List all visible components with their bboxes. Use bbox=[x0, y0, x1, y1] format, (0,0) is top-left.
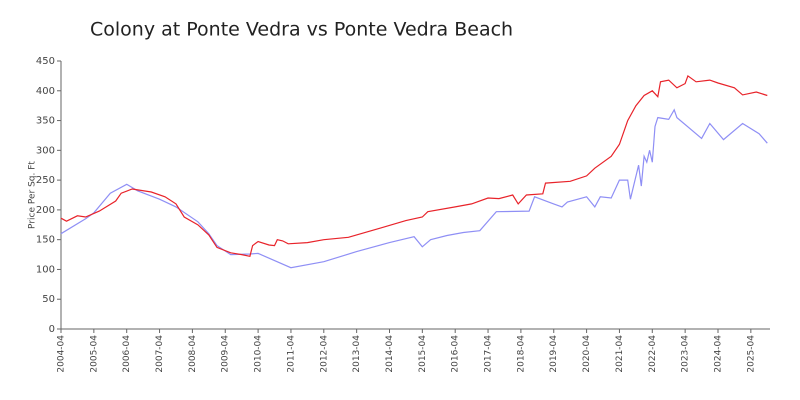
y-tick-label: 100 bbox=[36, 264, 55, 275]
y-tick-label: 50 bbox=[42, 294, 55, 305]
y-tick-label: 400 bbox=[36, 86, 55, 97]
y-tick-label: 300 bbox=[36, 145, 55, 156]
x-tick-label: 2015-04 bbox=[418, 335, 428, 373]
x-tick-label: 2004-04 bbox=[57, 335, 67, 373]
y-tick-label: 150 bbox=[36, 235, 55, 246]
line-series bbox=[60, 74, 768, 258]
x-tick-label: 2025-04 bbox=[746, 335, 756, 373]
y-tick-label: 200 bbox=[36, 205, 55, 216]
x-tick-label: 2011-04 bbox=[286, 335, 296, 373]
x-tick-label: 2018-04 bbox=[516, 335, 526, 373]
x-tick-label: 2009-04 bbox=[221, 335, 231, 373]
x-tick-label: 2013-04 bbox=[352, 335, 362, 373]
x-tick-label: 2020-04 bbox=[582, 335, 592, 373]
x-tick-label: 2016-04 bbox=[451, 335, 461, 373]
x-tick-label: 2024-04 bbox=[713, 335, 723, 373]
x-tick-label: 2012-04 bbox=[319, 335, 329, 373]
x-tick-label: 2017-04 bbox=[484, 335, 494, 373]
y-tick-label: 250 bbox=[36, 175, 55, 186]
x-tick-label: 2023-04 bbox=[681, 335, 691, 373]
line-series bbox=[60, 108, 768, 269]
x-tick-label: 2006-04 bbox=[122, 335, 132, 373]
y-axis-label: Price Per Sq. Ft bbox=[28, 161, 38, 229]
x-tick-label: 2014-04 bbox=[385, 335, 395, 373]
x-tick-label: 2022-04 bbox=[648, 335, 658, 373]
x-tick-label: 2005-04 bbox=[89, 335, 99, 373]
x-tick-label: 2008-04 bbox=[188, 335, 198, 373]
chart-title: Colony at Ponte Vedra vs Ponte Vedra Bea… bbox=[90, 19, 513, 41]
y-tick-label: 450 bbox=[36, 56, 55, 67]
x-tick-label: 2019-04 bbox=[549, 335, 559, 373]
y-tick-label: 0 bbox=[49, 324, 55, 335]
x-tick-label: 2007-04 bbox=[155, 335, 165, 373]
x-tick-label: 2010-04 bbox=[254, 335, 264, 373]
x-tick-label: 2021-04 bbox=[615, 335, 625, 373]
y-tick-label: 350 bbox=[36, 116, 55, 127]
